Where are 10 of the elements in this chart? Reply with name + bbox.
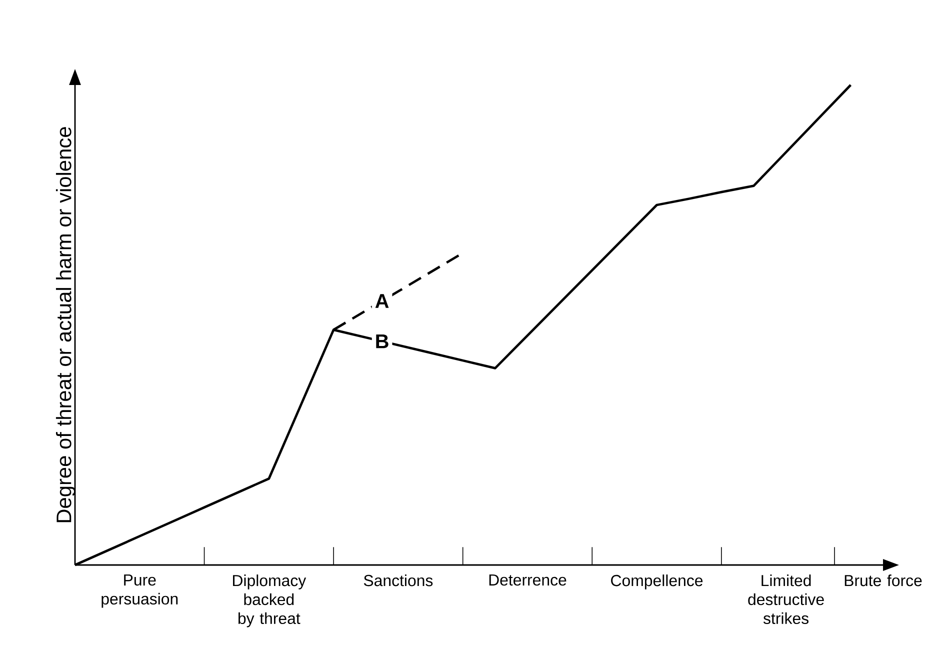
- x-tick-label: Deterrence: [489, 574, 566, 586]
- x-tick-label: Compellence: [611, 574, 703, 590]
- x-tick-label: Limited destructive strikes: [748, 574, 824, 624]
- x-tick-label: Diplomacy backed by threat: [233, 574, 306, 628]
- x-tick-label: Pure persuasion: [102, 574, 178, 608]
- x-tick-label: Brute force: [844, 574, 922, 586]
- series-label: A: [375, 294, 389, 308]
- x-tick-label: Sanctions: [364, 574, 433, 586]
- y-axis-title: Degree of threat or actual harm or violence: [56, 127, 76, 522]
- series-label: B: [376, 334, 388, 348]
